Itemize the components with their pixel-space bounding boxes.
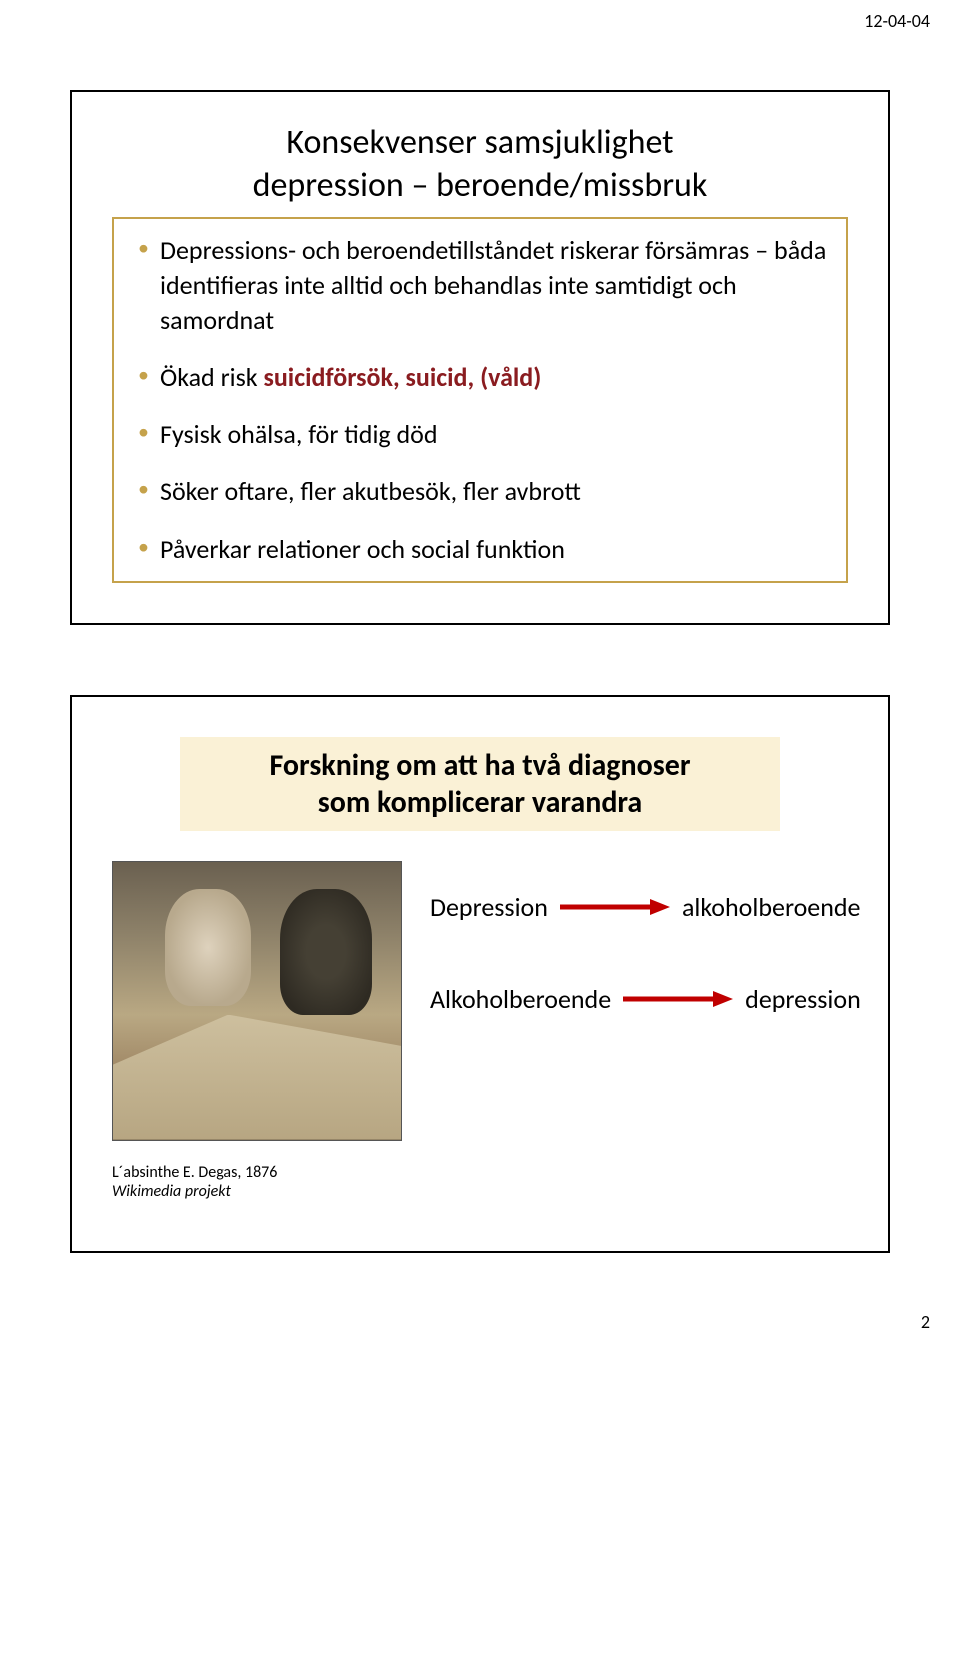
caption-source: Wikimedia projekt xyxy=(112,1182,402,1201)
slide2-title: Forskning om att ha två diagnoser som ko… xyxy=(180,737,780,831)
bullet-item: Fysisk ohälsa, för tidig död xyxy=(132,417,828,452)
relation-row-2: Alkoholberoende depression xyxy=(430,983,861,1015)
bullet-highlight-box: Depressions- och beroendetillståndet ris… xyxy=(112,217,848,583)
slide1-title: Konsekvenser samsjuklighet depression – … xyxy=(112,122,848,207)
relation-right: alkoholberoende xyxy=(682,891,861,923)
relations-column: Depression alkoholberoende Alkoholberoen… xyxy=(430,861,861,1075)
bullet-list: Depressions- och beroendetillståndet ris… xyxy=(132,233,828,567)
bullet-item: Påverkar relationer och social funktion xyxy=(132,532,828,567)
relation-row-1: Depression alkoholberoende xyxy=(430,891,861,923)
arrow-right-icon xyxy=(560,897,670,917)
slide2-title-line2: som komplicerar varandra xyxy=(200,784,760,821)
slide2-title-line1: Forskning om att ha två diagnoser xyxy=(200,747,760,784)
slide-consequences: Konsekvenser samsjuklighet depression – … xyxy=(70,90,890,625)
title-line-1: Konsekvenser samsjuklighet xyxy=(112,122,848,165)
caption-title: L´absinthe E. Degas, 1876 xyxy=(112,1163,402,1182)
slide2-body-row: L´absinthe E. Degas, 1876 Wikimedia proj… xyxy=(112,861,848,1201)
painting-caption: L´absinthe E. Degas, 1876 Wikimedia proj… xyxy=(112,1163,402,1201)
relation-right: depression xyxy=(745,983,861,1015)
painting-table xyxy=(113,1015,401,1140)
relation-left: Depression xyxy=(430,891,548,923)
slide-research: Forskning om att ha två diagnoser som ko… xyxy=(70,695,890,1253)
page-number: 2 xyxy=(921,1311,930,1333)
relation-left: Alkoholberoende xyxy=(430,983,611,1015)
bullet-item: Depressions- och beroendetillståndet ris… xyxy=(132,233,828,338)
bullet-item: Ökad risk suicidförsök, suicid, (våld) xyxy=(132,360,828,395)
painting-column: L´absinthe E. Degas, 1876 Wikimedia proj… xyxy=(112,861,402,1201)
page: 12-04-04 Konsekvenser samsjuklighet depr… xyxy=(0,0,960,1343)
bullet-emphasis: suicidförsök, suicid, (våld) xyxy=(263,361,541,393)
painting-absinthe xyxy=(112,861,402,1141)
date-header: 12-04-04 xyxy=(864,10,930,32)
bullet-text: Ökad risk xyxy=(160,361,263,393)
bullet-item: Söker oftare, fler akutbesök, fler avbro… xyxy=(132,474,828,509)
arrow-right-icon xyxy=(623,989,733,1009)
title-line-2: depression – beroende/missbruk xyxy=(112,165,848,208)
